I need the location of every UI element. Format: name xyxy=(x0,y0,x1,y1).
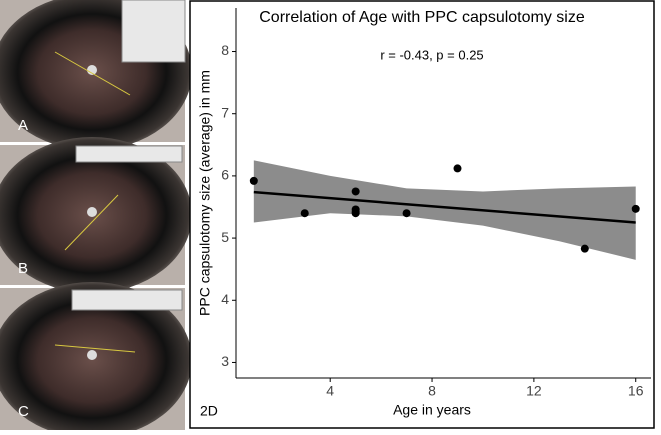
chart-title: Correlation of Age with PPC capsulotomy … xyxy=(259,9,585,26)
panel-label: B xyxy=(18,260,28,277)
data-point xyxy=(453,164,462,173)
data-point xyxy=(631,204,640,213)
panel-label: C xyxy=(18,403,29,420)
data-point xyxy=(402,209,411,218)
photo-b xyxy=(0,137,192,293)
photo-c xyxy=(0,282,192,435)
panel-label: A xyxy=(18,117,28,134)
y-tick-label: 3 xyxy=(221,353,229,369)
y-tick-label: 4 xyxy=(221,291,229,307)
y-tick-label: 5 xyxy=(221,229,229,245)
x-tick-label: 8 xyxy=(428,383,436,399)
photo-a xyxy=(0,0,192,150)
y-axis-label: PPC capsulotomy size (average) in mm xyxy=(197,70,213,316)
data-point xyxy=(249,176,258,185)
annotation: r = -0.43, p = 0.25 xyxy=(380,47,483,62)
x-tick-label: 4 xyxy=(326,383,334,399)
data-point xyxy=(300,209,309,218)
x-axis-label: Age in years xyxy=(393,402,471,418)
confidence-band xyxy=(253,160,636,260)
panel-label: 2D xyxy=(200,403,218,419)
data-point xyxy=(351,187,360,196)
y-tick-label: 8 xyxy=(221,42,229,58)
x-tick-label: 16 xyxy=(628,383,644,399)
y-tick-label: 6 xyxy=(221,167,229,183)
x-tick-label: 12 xyxy=(526,383,542,399)
data-point xyxy=(351,209,360,218)
data-point xyxy=(580,244,589,253)
y-tick-label: 7 xyxy=(221,104,229,120)
fit-line xyxy=(253,190,636,224)
